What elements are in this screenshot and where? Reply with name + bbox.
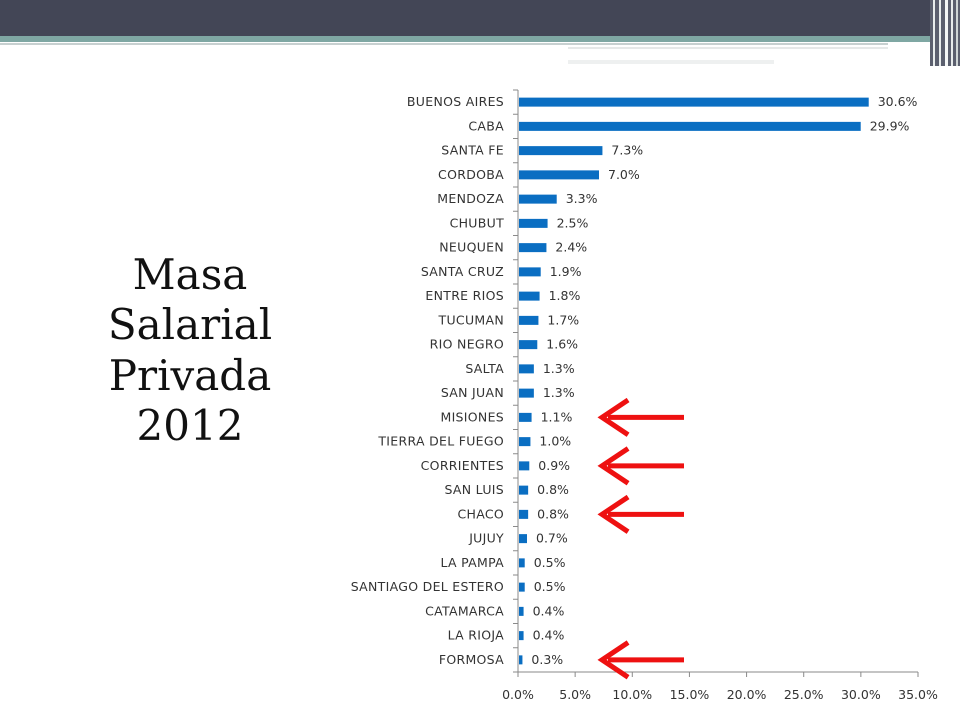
value-label: 2.5%	[557, 215, 589, 230]
category-label: CHUBUT	[450, 215, 505, 230]
category-label: RIO NEGRO	[430, 337, 504, 352]
value-label: 0.5%	[534, 555, 566, 570]
bar	[519, 582, 525, 592]
value-label: 1.8%	[549, 288, 581, 303]
bar	[519, 631, 524, 641]
bar	[519, 485, 529, 495]
value-label: 1.0%	[539, 434, 571, 449]
value-label: 2.4%	[555, 240, 587, 255]
bar	[519, 461, 530, 471]
value-label: 7.0%	[608, 167, 640, 182]
category-label: CORDOBA	[438, 167, 504, 182]
x-tick-label: 5.0%	[559, 687, 591, 702]
bar	[519, 121, 861, 131]
title-line: Masa	[132, 250, 248, 299]
value-label: 0.3%	[531, 652, 563, 667]
title-line: Privada	[108, 350, 272, 400]
bar	[519, 243, 547, 253]
bar	[519, 364, 534, 374]
category-label: MISIONES	[440, 409, 504, 424]
bar	[519, 218, 548, 228]
bar	[519, 291, 540, 301]
category-label: CABA	[468, 118, 504, 133]
category-label: NEUQUEN	[439, 240, 504, 255]
bar	[519, 534, 527, 544]
value-label: 0.4%	[533, 628, 565, 643]
category-label: SAN LUIS	[444, 482, 504, 497]
bar	[519, 558, 525, 568]
header-accent-bar	[0, 36, 930, 42]
bar	[519, 97, 869, 107]
annotation-arrow-head	[597, 640, 630, 680]
category-label: MENDOZA	[437, 191, 504, 206]
header-divider-line	[568, 60, 774, 64]
category-label: CHACO	[457, 506, 504, 521]
header-decoration	[930, 0, 960, 66]
bar	[519, 437, 531, 447]
bar	[519, 170, 599, 180]
value-label: 7.3%	[611, 143, 643, 158]
x-tick-label: 15.0%	[670, 687, 710, 702]
annotation-arrow-head	[597, 397, 630, 437]
bar	[519, 267, 541, 277]
bar	[519, 606, 524, 616]
value-label: 29.9%	[870, 118, 910, 133]
title-line: 2012	[136, 401, 244, 451]
value-label: 0.8%	[537, 482, 569, 497]
category-label: SALTA	[465, 361, 504, 376]
value-label: 1.3%	[543, 385, 575, 400]
category-label: SAN JUAN	[441, 385, 504, 400]
annotation-arrow-head	[597, 494, 630, 534]
value-label: 0.9%	[538, 458, 570, 473]
bar	[519, 412, 532, 422]
x-tick-label: 20.0%	[727, 687, 767, 702]
header-divider-line	[568, 47, 888, 49]
category-label: SANTIAGO DEL ESTERO	[351, 579, 504, 594]
value-label: 1.1%	[541, 409, 573, 424]
x-tick-label: 0.0%	[502, 687, 534, 702]
bar	[519, 388, 534, 398]
category-label: BUENOS AIRES	[407, 94, 504, 109]
x-tick-label: 30.0%	[841, 687, 881, 702]
category-label: TUCUMAN	[438, 312, 504, 327]
bar	[519, 194, 557, 204]
value-label: 30.6%	[878, 94, 918, 109]
value-label: 1.9%	[550, 264, 582, 279]
category-label: ENTRE RIOS	[425, 288, 504, 303]
slide-title: Masa Salarial Privada 2012	[90, 250, 290, 452]
category-label: JUJUY	[468, 531, 504, 546]
bar	[519, 340, 538, 350]
header-divider-line	[0, 43, 888, 45]
annotation-arrow-head	[597, 446, 630, 486]
bar	[519, 509, 529, 519]
x-tick-label: 35.0%	[898, 687, 938, 702]
category-label: FORMOSA	[439, 652, 504, 667]
category-label: LA PAMPA	[440, 555, 504, 570]
bar	[519, 146, 603, 156]
x-tick-label: 25.0%	[784, 687, 824, 702]
header-bar	[0, 0, 960, 36]
value-label: 0.5%	[534, 579, 566, 594]
value-label: 1.3%	[543, 361, 575, 376]
category-label: CATAMARCA	[425, 603, 504, 618]
value-label: 0.4%	[533, 603, 565, 618]
category-label: SANTA FE	[441, 143, 504, 158]
category-label: TIERRA DEL FUEGO	[377, 434, 504, 449]
category-label: CORRIENTES	[421, 458, 504, 473]
bar	[519, 655, 523, 665]
value-label: 1.7%	[547, 312, 579, 327]
x-tick-label: 10.0%	[612, 687, 652, 702]
category-label: LA RIOJA	[448, 628, 505, 643]
value-label: 0.7%	[536, 531, 568, 546]
title-line: Salarial	[107, 300, 273, 350]
value-label: 0.8%	[537, 506, 569, 521]
value-label: 3.3%	[566, 191, 598, 206]
bar	[519, 315, 539, 325]
category-label: SANTA CRUZ	[421, 264, 504, 279]
value-label: 1.6%	[546, 337, 578, 352]
